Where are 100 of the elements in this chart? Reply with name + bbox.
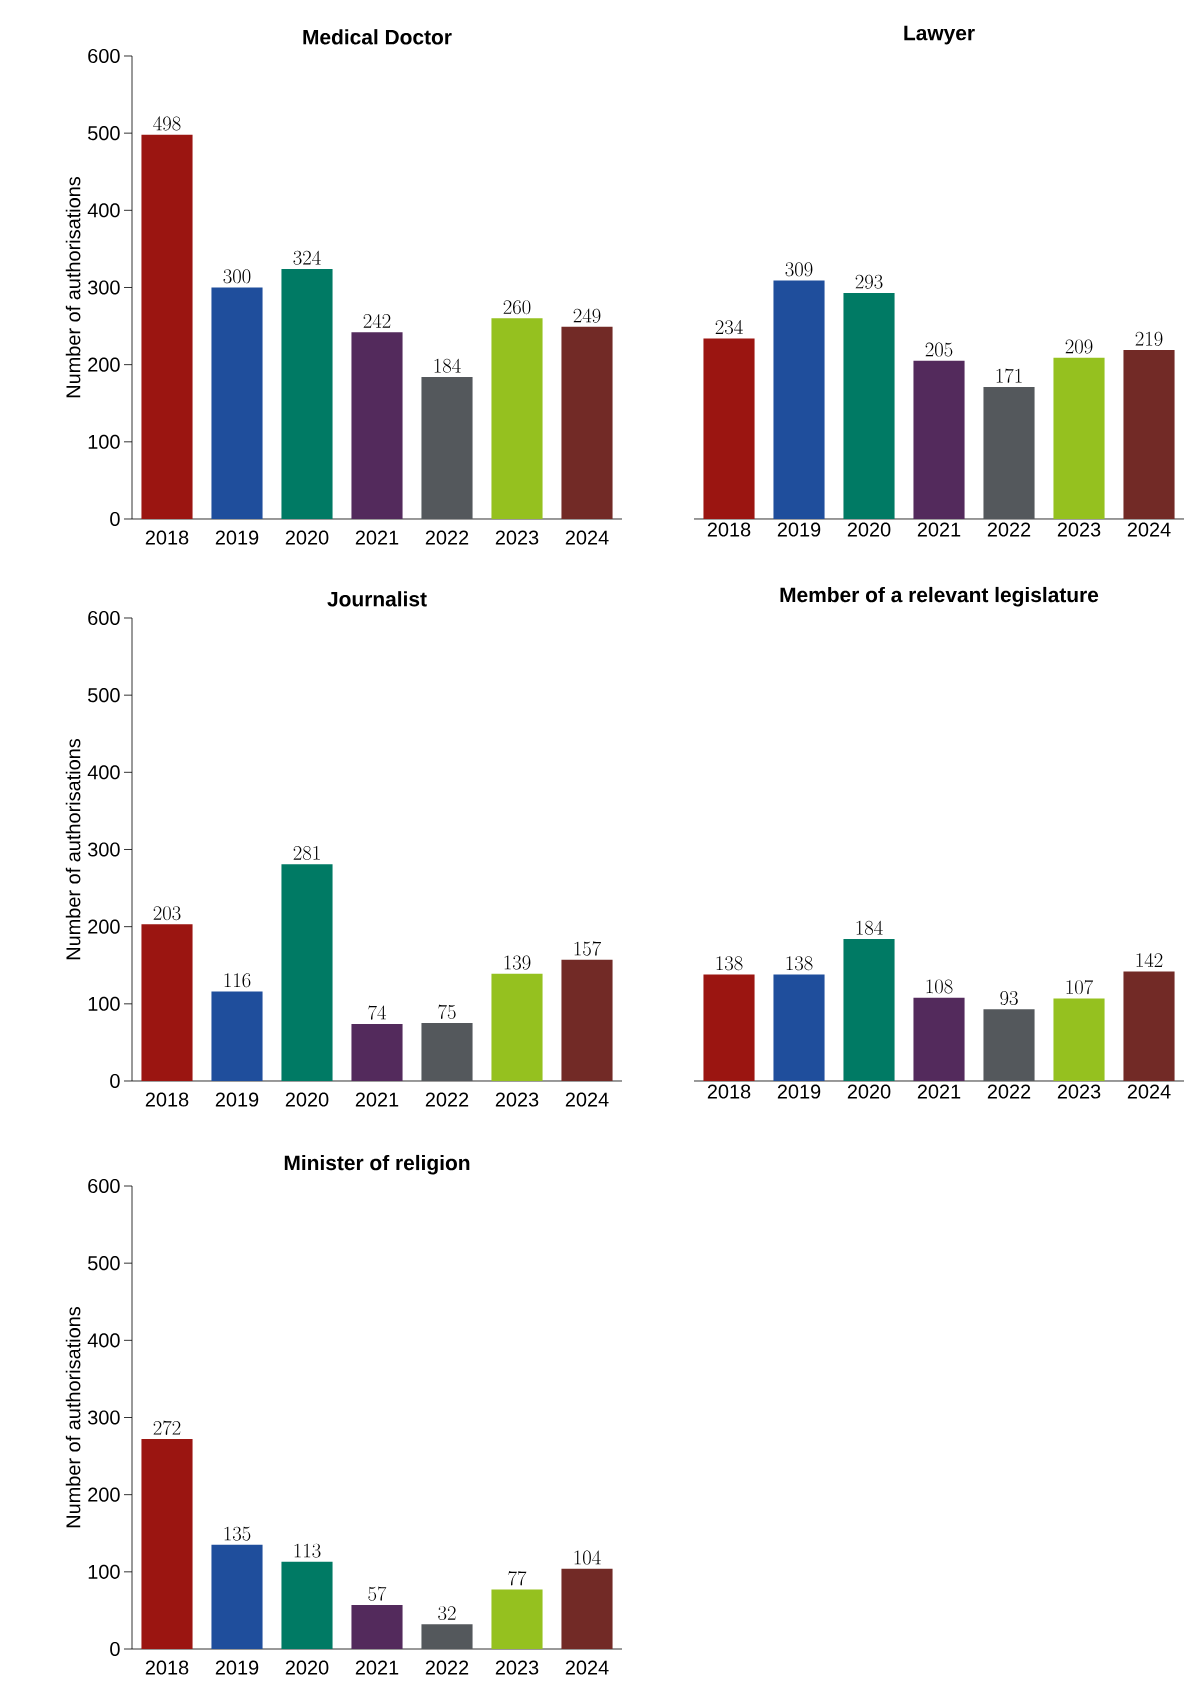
bar: [1053, 357, 1105, 519]
x-tick-label: 2020: [847, 1084, 891, 1099]
x-tick-label: 2018: [145, 1660, 189, 1675]
x-tick-label: 2019: [215, 1660, 259, 1675]
chart-title: Medical Doctor: [303, 29, 452, 45]
data-label: 281: [293, 845, 320, 860]
x-tick-label: 2023: [495, 1092, 539, 1107]
y-tick-label: 600: [88, 610, 120, 626]
x-tick-label: 2018: [145, 530, 189, 545]
x-tick-label: 2022: [425, 1092, 469, 1107]
data-label: 107: [1066, 979, 1094, 995]
data-label: 205: [925, 342, 953, 357]
data-label: 157: [574, 941, 602, 956]
x-tick-label: 2019: [777, 1084, 821, 1099]
y-axis-title: Number of authorisations: [65, 1306, 81, 1528]
data-label: 32: [438, 1606, 456, 1621]
data-label: 498: [153, 116, 181, 131]
bar: [211, 1544, 263, 1649]
x-tick-label: 2024: [1127, 522, 1171, 537]
x-tick-label: 2023: [495, 530, 539, 545]
bar: [211, 287, 263, 519]
bar: [773, 280, 825, 519]
bar: [421, 1624, 473, 1649]
data-label: 75: [438, 1004, 456, 1019]
data-label: 203: [153, 906, 181, 921]
y-tick-label: 100: [88, 1564, 120, 1579]
data-label: 138: [716, 956, 743, 971]
bar: [913, 360, 965, 519]
data-label: 138: [786, 956, 813, 971]
x-tick-label: 2023: [1057, 1084, 1101, 1099]
bar: [211, 991, 263, 1081]
x-tick-label: 2022: [987, 522, 1031, 537]
data-label: 57: [368, 1586, 387, 1601]
data-label: 135: [224, 1526, 251, 1541]
data-label: 142: [1136, 953, 1163, 967]
bar: [421, 1023, 473, 1081]
chart-title: Minister of religion: [284, 1154, 470, 1175]
y-tick-label: 400: [87, 203, 120, 218]
x-tick-label: 2021: [917, 1084, 961, 1099]
bar: [281, 864, 333, 1081]
bar: [983, 1009, 1035, 1081]
x-tick-label: 2021: [355, 1660, 399, 1675]
data-label: 104: [574, 1550, 601, 1565]
bar: [351, 332, 403, 519]
data-label: 272: [153, 1420, 181, 1435]
bar: [491, 1589, 543, 1649]
y-tick-label: 400: [87, 765, 120, 780]
bar: [1123, 971, 1175, 1081]
x-tick-label: 2021: [917, 522, 961, 537]
x-tick-label: 2024: [565, 1092, 609, 1107]
data-label: 108: [926, 979, 953, 994]
bar: [773, 974, 825, 1081]
x-tick-label: 2022: [987, 1084, 1031, 1099]
x-tick-label: 2021: [355, 1092, 399, 1107]
data-label: 139: [504, 955, 531, 970]
x-tick-label: 2023: [495, 1660, 539, 1675]
data-label: 293: [855, 274, 883, 289]
data-label: 309: [785, 262, 813, 277]
data-label: 184: [434, 358, 461, 373]
bar: [281, 1561, 333, 1649]
data-label: 242: [363, 313, 391, 328]
y-axis-title: Number of authorisations: [65, 176, 81, 398]
x-tick-label: 2024: [565, 1660, 609, 1675]
y-tick-label: 0: [110, 511, 120, 527]
data-label: 219: [1135, 331, 1163, 346]
x-tick-label: 2022: [425, 1660, 469, 1675]
bar: [491, 318, 543, 519]
y-tick-label: 200: [88, 1487, 120, 1502]
x-tick-label: 2021: [355, 530, 399, 545]
y-tick-label: 400: [87, 1333, 120, 1348]
data-label: 113: [294, 1543, 321, 1558]
x-tick-label: 2020: [285, 530, 329, 545]
y-tick-label: 500: [88, 688, 120, 703]
y-tick-label: 0: [110, 1641, 120, 1657]
data-label: 74: [368, 1005, 387, 1020]
bar: [491, 973, 543, 1081]
x-tick-label: 2019: [215, 1092, 259, 1107]
bar: [561, 1568, 613, 1649]
y-tick-label: 300: [88, 1410, 120, 1425]
data-label: 93: [1000, 991, 1018, 1006]
bar: [913, 997, 965, 1081]
x-tick-label: 2024: [565, 530, 609, 545]
x-tick-label: 2020: [285, 1092, 329, 1107]
bar: [281, 268, 333, 519]
y-tick-label: 300: [88, 280, 120, 295]
data-label: 184: [856, 920, 883, 935]
y-tick-label: 600: [88, 48, 120, 64]
chart-title: Journalist: [327, 591, 427, 607]
bar: [843, 939, 895, 1081]
data-label: 260: [503, 300, 531, 315]
bar: [1123, 349, 1175, 519]
y-tick-label: 500: [88, 1256, 120, 1271]
chart-title: Member of a relevant legislature: [780, 586, 1099, 607]
x-tick-label: 2018: [145, 1092, 189, 1107]
data-label: 300: [223, 269, 251, 284]
data-label: 324: [293, 250, 321, 265]
x-tick-label: 2019: [215, 530, 259, 545]
data-label: 209: [1065, 339, 1093, 354]
y-axis-title: Number of authorisations: [65, 738, 81, 960]
bar: [561, 326, 613, 519]
